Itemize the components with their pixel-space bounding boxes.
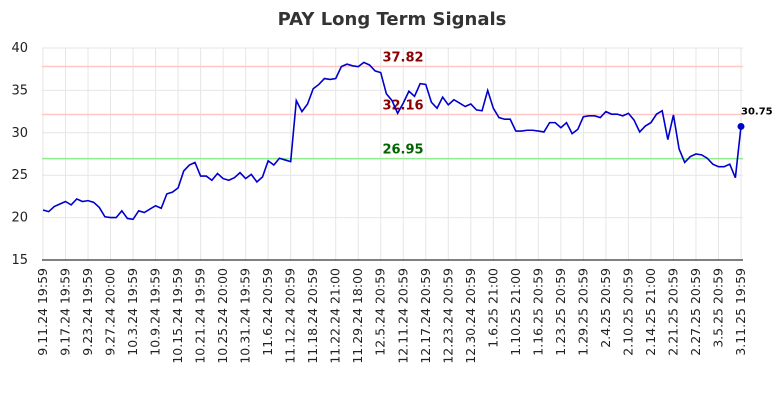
x-tick-label: 10.21.24 19:59: [193, 268, 208, 364]
y-tick-label: 25: [11, 168, 28, 183]
x-tick-label: 10.9.24 19:59: [148, 268, 163, 356]
x-tick-label: 11.18.24 20:59: [305, 268, 320, 364]
x-tick-label: 3.11.25 19:59: [733, 268, 748, 356]
x-tick-label: 12.17.24 20:59: [418, 268, 433, 364]
x-tick-label: 12.11.24 20:59: [395, 268, 410, 364]
x-tick-label: 10.3.24 19:59: [125, 268, 140, 356]
x-tick-label: 10.31.24 19:59: [238, 268, 253, 364]
x-tick-label: 9.17.24 19:59: [58, 268, 73, 356]
y-tick-label: 15: [11, 253, 28, 268]
x-tick-label: 10.15.24 19:59: [170, 268, 185, 364]
x-tick-label: 9.23.24 19:59: [80, 268, 95, 356]
x-tick-label: 9.11.24 19:59: [35, 268, 50, 356]
x-tick-label: 11.22.24 21:00: [328, 268, 343, 364]
x-tick-label: 12.5.24 20:59: [373, 268, 388, 356]
x-tick-label: 2.4.25 20:59: [598, 268, 613, 348]
y-tick-label: 30: [11, 126, 28, 141]
x-tick-label: 1.23.25 20:59: [553, 268, 568, 356]
chart-title: PAY Long Term Signals: [278, 9, 507, 30]
x-tick-label: 2.14.25 21:00: [643, 268, 658, 356]
y-tick-label: 20: [11, 211, 28, 226]
x-tick-label: 1.10.25 21:00: [508, 268, 523, 356]
reference-label: 37.82: [382, 50, 423, 65]
last-point: [737, 122, 745, 130]
x-tick-label: 12.30.24 20:59: [463, 268, 478, 364]
price-line: [42, 61, 742, 221]
x-tick-label: 9.27.24 20:00: [103, 268, 118, 356]
x-tick-label: 3.5.25 20:59: [710, 268, 725, 348]
reference-label: 26.95: [382, 143, 423, 158]
reference-label: 32.16: [382, 98, 423, 113]
x-tick-label: 12.23.24 20:59: [440, 268, 455, 364]
x-tick-label: 2.10.25 20:59: [620, 268, 635, 356]
x-tick-label: 1.29.25 20:59: [575, 268, 590, 356]
x-tick-label: 10.25.24 20:00: [215, 268, 230, 364]
x-tick-label: 2.27.25 20:59: [688, 268, 703, 356]
x-tick-label: 11.29.24 18:00: [350, 268, 365, 364]
x-tick-label: 11.12.24 20:59: [283, 268, 298, 364]
x-tick-label: 1.6.25 21:00: [485, 268, 500, 348]
x-tick-label: 11.6.24 20:59: [260, 268, 275, 356]
x-tick-label: 2.21.25 20:59: [665, 268, 680, 356]
y-tick-label: 35: [11, 83, 28, 98]
last-value-label: 30.75: [741, 106, 773, 117]
y-tick-label: 40: [11, 41, 28, 56]
x-tick-label: 1.16.25 20:59: [530, 268, 545, 356]
